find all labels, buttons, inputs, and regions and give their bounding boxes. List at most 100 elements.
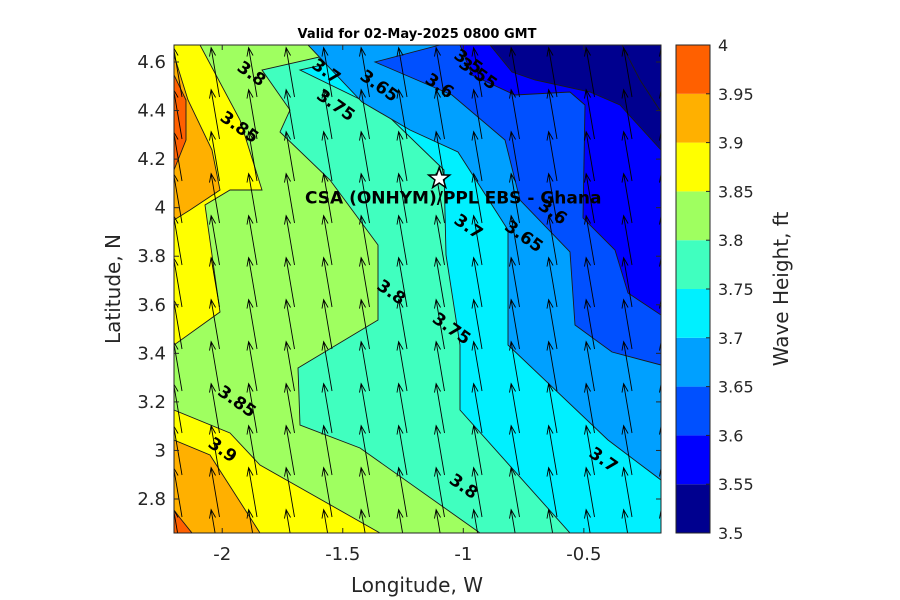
wave-arrow (321, 88, 333, 140)
y-tick-label: 4.6 (137, 52, 166, 73)
colorbar-tick-label: 3.85 (718, 182, 754, 201)
wave-arrow (546, 256, 558, 308)
wave-arrow (209, 340, 220, 392)
wave-arrow (659, 130, 661, 141)
x-tick-label: -0.5 (566, 544, 601, 565)
colorbar-swatch (676, 435, 710, 485)
wave-arrow (584, 88, 595, 140)
wave-arrow (321, 214, 333, 266)
contour-fill (174, 45, 661, 533)
colorbar-swatch (676, 142, 710, 192)
wave-arrow (284, 424, 295, 476)
wave-arrow (621, 214, 633, 266)
wave-arrow (546, 508, 554, 533)
site-star-icon (426, 165, 452, 190)
wave-arrow (209, 466, 220, 518)
wave-arrow (621, 88, 633, 140)
wave-arrow (246, 256, 258, 308)
wave-arrow (584, 508, 591, 533)
y-tick-label: 3.2 (137, 392, 166, 413)
wave-arrow (284, 214, 295, 266)
y-tick-label: 3.8 (137, 246, 166, 267)
wave-arrow (246, 46, 258, 98)
wave-arrow (396, 130, 408, 182)
wave-arrow (246, 88, 258, 140)
contour-band (174, 509, 193, 533)
wave-arrow (471, 46, 483, 98)
colorbar-ticks: 3.5 3.55 3.6 3.65 3.7 3.75 3.8 3.85 3.9 3.95 4 (706, 36, 754, 543)
wave-arrow (174, 257, 183, 308)
wave-arrow (471, 256, 483, 308)
wave-arrow (434, 214, 445, 266)
wave-arrow (621, 46, 633, 98)
colorbar-tick-label: 4 (718, 36, 728, 55)
wave-arrow (359, 214, 370, 266)
wave-arrow (659, 298, 661, 309)
wave-arrow (174, 215, 183, 266)
wave-arrow (209, 508, 216, 533)
wave-arrow (434, 382, 445, 434)
wave-arrow (546, 214, 558, 266)
colorbar-swatch (676, 386, 710, 436)
wave-arrow (546, 172, 558, 224)
wave-arrow (174, 89, 183, 140)
y-tick-label: 3.6 (137, 295, 166, 316)
wave-arrow (284, 130, 295, 182)
wave-arrow (509, 508, 516, 533)
wave-arrow (584, 46, 595, 98)
wave-arrow (396, 508, 404, 533)
y-axis-ticks: 2.8 3 3.2 3.4 3.6 3.8 4 4.2 4.4 4.6 (137, 52, 661, 510)
colorbar (676, 45, 710, 533)
chart-title: Valid for 02-May-2025 0800 GMT (298, 27, 537, 42)
wave-arrow (471, 130, 483, 182)
wave-arrow (546, 298, 558, 350)
wave-arrow (659, 172, 661, 183)
wave-arrow (246, 508, 254, 533)
colorbar-tick-label: 3.5 (718, 524, 743, 543)
wave-arrow (434, 508, 441, 533)
x-tick-label: -1 (454, 544, 472, 565)
wave-arrow (584, 424, 595, 476)
wave-arrow (509, 382, 520, 434)
colorbar-tick-label: 3.7 (718, 329, 743, 348)
wave-arrow (471, 88, 483, 140)
colorbar-tick-label: 3.75 (718, 280, 754, 299)
wave-arrow (246, 466, 258, 518)
site-marker-group: CSA (ONHYM)/PPL EBS - Ghana (305, 165, 601, 209)
wave-arrow (621, 298, 633, 350)
wave-arrow (471, 172, 483, 224)
contour-band (174, 54, 221, 221)
colorbar-swatch (676, 484, 710, 533)
wave-arrow (621, 424, 633, 476)
wave-arrow (471, 466, 483, 518)
wave-arrow (471, 508, 479, 533)
y-tick-label: 4 (155, 198, 166, 219)
wave-arrow (621, 130, 633, 182)
wave-arrow (509, 172, 520, 224)
wave-arrow (321, 172, 333, 224)
wave-arrow (359, 46, 370, 98)
wave-arrow (359, 172, 370, 224)
colorbar-swatch (676, 289, 710, 338)
wave-arrow (659, 214, 661, 225)
wave-arrow (359, 130, 370, 182)
wave-arrow (209, 298, 220, 350)
wave-arrow (509, 46, 520, 98)
wave-arrow (434, 256, 445, 308)
wave-arrow (209, 214, 220, 266)
wave-arrow (321, 46, 333, 98)
y-tick-label: 4.4 (137, 101, 166, 122)
colorbar-swatch (676, 93, 710, 143)
wave-arrow (396, 340, 408, 392)
wave-arrow (434, 46, 445, 98)
wave-arrow (284, 298, 295, 350)
wave-arrow (284, 172, 295, 224)
wave-arrow (584, 466, 595, 518)
wave-arrow (209, 130, 220, 182)
wave-arrow (509, 424, 520, 476)
wave-arrow (174, 131, 183, 182)
x-axis-label: Longitude, W (351, 573, 483, 597)
colorbar-tick-label: 3.65 (718, 378, 754, 397)
wave-arrow (246, 298, 258, 350)
wave-arrow (621, 172, 633, 224)
